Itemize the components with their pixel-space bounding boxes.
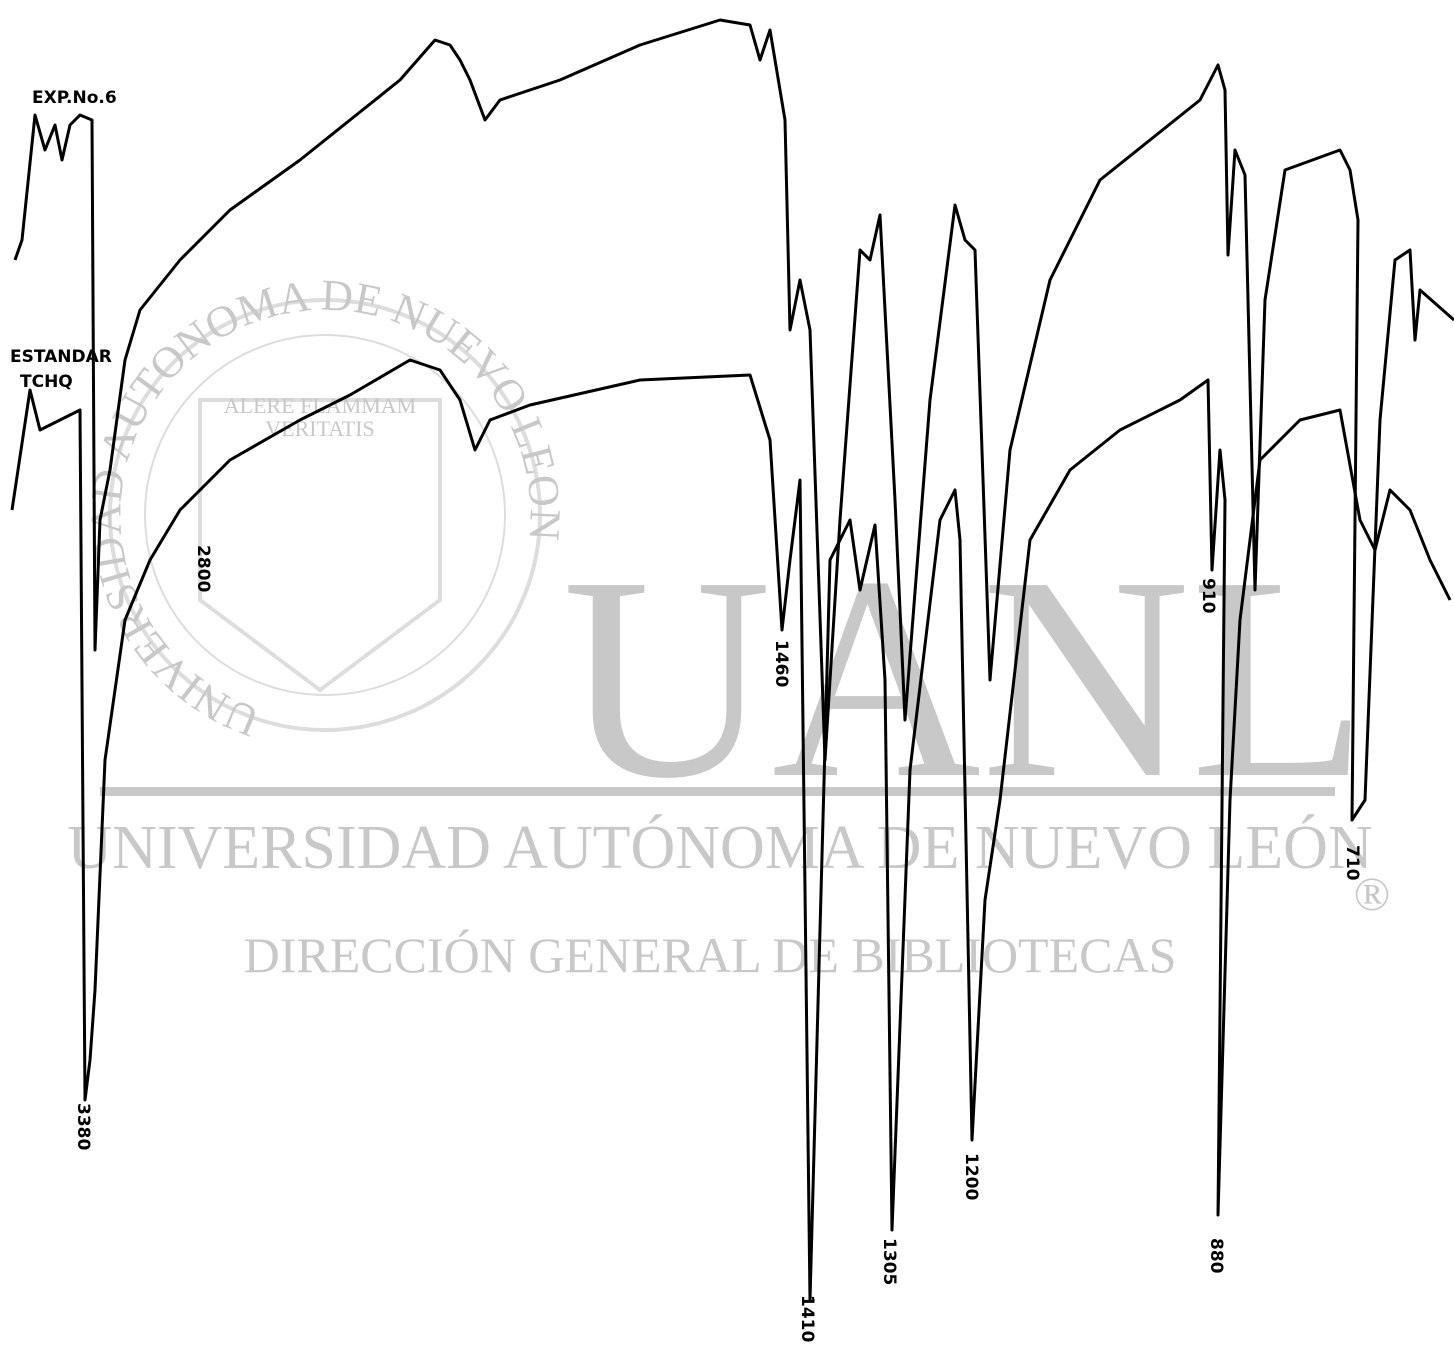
seal-text: UNIVERSIDAD AUTONOMA DE NUEVO LEON	[81, 271, 570, 747]
motto: ALERE FLAMMAM	[224, 393, 417, 418]
university: UNIVERSIDAD AUTÓNOMA DE NUEVO LEÓN	[67, 814, 1372, 882]
seal-shield	[198, 398, 442, 693]
standard-label: TCHQ	[20, 372, 73, 392]
standard-spectrum	[10, 358, 1452, 1302]
peak-label: 880	[1206, 1238, 1226, 1274]
logo-rule	[100, 787, 1335, 796]
seal-text-path: UNIVERSIDAD AUTONOMA DE NUEVO LEON	[81, 271, 570, 747]
registered: ®	[1354, 868, 1390, 921]
sample-label: EXP.No.6	[32, 88, 117, 108]
peak-label: 2800	[193, 545, 213, 592]
standard-label: ESTANDAR	[10, 347, 112, 367]
peak-label: 1410	[797, 1295, 817, 1342]
seal-ring	[108, 298, 542, 732]
peak-label: 1460	[771, 640, 791, 687]
peak-label: 1200	[961, 1153, 981, 1200]
seal-inner	[144, 334, 506, 696]
peak-label: 710	[1342, 845, 1362, 881]
peak-label: 3380	[73, 1103, 93, 1150]
motto: VERITATIS	[265, 416, 374, 441]
library: DIRECCIÓN GENERAL DE BIBLIOTECAS	[244, 927, 1177, 983]
peak-label: 910	[1198, 578, 1218, 614]
peak-labels: 3380 2800 1460 1410 1305 1200 910 880 710	[73, 545, 1362, 1342]
peak-label: 1305	[879, 1238, 899, 1285]
